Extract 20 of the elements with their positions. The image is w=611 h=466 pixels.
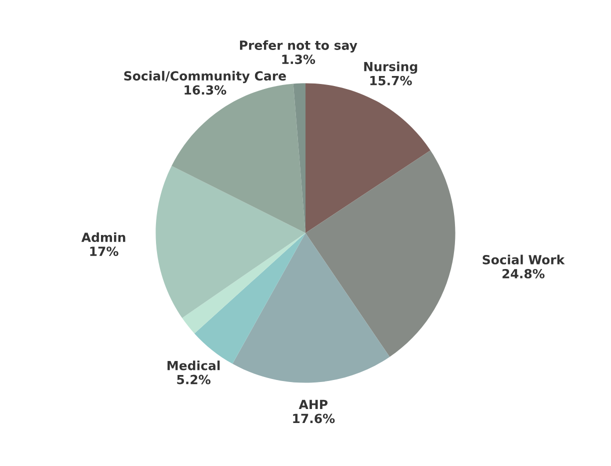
pie-slice (293, 83, 306, 233)
data-label: 17.6% (293, 414, 335, 424)
slice-label: Nursing (364, 62, 418, 74)
pie-slice (182, 233, 306, 334)
data-label: 5.2% (177, 374, 210, 384)
slice-label: AHP (298, 400, 328, 410)
slice-label: Prefer not to say (240, 40, 358, 52)
pie-slice (156, 166, 306, 318)
slice-label: Social/Community Care (124, 70, 286, 84)
data-label: 16.3% (184, 85, 226, 95)
data-label: 1.3% (282, 54, 316, 64)
pie-slice (172, 84, 306, 233)
data-label: 15.7% (370, 76, 412, 86)
pie-slice (232, 233, 390, 383)
data-label: 24.8% (502, 268, 545, 278)
data-label: 17% (90, 246, 118, 256)
slice-label: Admin (81, 232, 126, 242)
pie-slice (306, 150, 456, 357)
slice-label: Medical (168, 360, 220, 370)
slice-label: Social Work (482, 254, 565, 264)
